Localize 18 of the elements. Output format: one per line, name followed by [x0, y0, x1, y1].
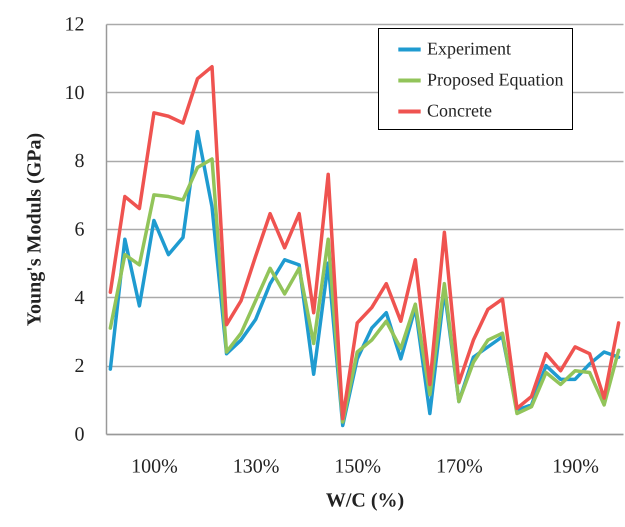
x-axis-title: W/C (%): [326, 490, 404, 512]
y-tick-label: 8: [74, 150, 84, 172]
legend-label: Proposed Equation: [427, 70, 564, 90]
x-tick-label: 130%: [232, 456, 280, 478]
y-tick-label: 10: [64, 82, 84, 104]
line-series: [108, 64, 620, 420]
y-tick-label: 4: [74, 286, 84, 309]
x-tick-label: 170%: [436, 456, 483, 478]
y-tick-label: 6: [74, 218, 84, 240]
legend-label: Experiment: [427, 38, 511, 58]
x-tick-label: 150%: [334, 456, 382, 478]
legend-label: Concrete: [427, 100, 492, 120]
x-tick-label: 100%: [131, 456, 178, 478]
y-tick-label: 0: [74, 424, 84, 446]
y-tick-label: 2: [74, 355, 84, 378]
x-tick-label: 190%: [552, 456, 599, 478]
y-tick-label: 12: [64, 14, 84, 36]
y-axis-title: Young's Moduls (GPa): [24, 132, 46, 326]
